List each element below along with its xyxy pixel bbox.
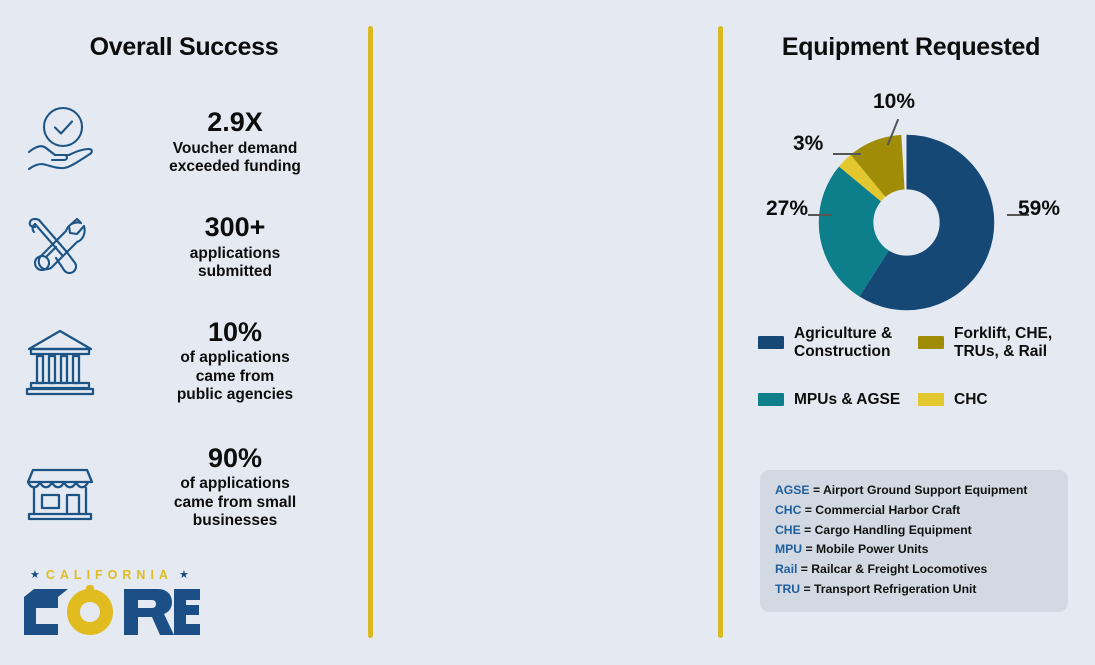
acronym-row: CHE = Cargo Handling Equipment bbox=[775, 521, 1055, 541]
legend-item-mpus-agse: MPUs & AGSE bbox=[758, 391, 918, 409]
stat-value: 90% bbox=[207, 442, 263, 473]
stat-description: of applications came from public agencies bbox=[176, 349, 294, 403]
donut-label-10: 10% bbox=[873, 90, 916, 113]
leader-line-27 bbox=[808, 214, 832, 216]
donut-legend-row: Agriculture & Construction Forklift, CHE,… bbox=[758, 325, 1078, 361]
acronym-row: TRU = Transport Refrigeration Unit bbox=[775, 580, 1055, 600]
acronym-abbr: TRU bbox=[775, 581, 801, 596]
acronym-def: = Railcar & Freight Locomotives bbox=[800, 562, 988, 577]
overall-success-column: Overall Success 2.9X Voucher demand excee… bbox=[0, 0, 368, 665]
acronym-abbr: CHE bbox=[775, 522, 801, 537]
legend-item-forklift-che-tru-rail: Forklift, CHE, TRUs, & Rail bbox=[918, 325, 1078, 361]
page-title-overall-success: Overall Success bbox=[89, 33, 279, 61]
leader-line-3 bbox=[833, 153, 861, 155]
acronym-def: = Transport Refrigeration Unit bbox=[803, 581, 977, 596]
stat-value: 300+ bbox=[204, 211, 266, 242]
acronym-abbr: Rail bbox=[775, 562, 798, 577]
government-building-icon bbox=[0, 325, 120, 397]
legend-label: CHC bbox=[954, 390, 988, 408]
donut-slice-agriculture-construction bbox=[818, 134, 995, 311]
chart-title-equipment-requested: Equipment Requested bbox=[781, 33, 1041, 61]
acronym-row: CHC = Commercial Harbor Craft bbox=[775, 501, 1055, 521]
stat-value: 2.9X bbox=[207, 106, 263, 137]
acronym-key-box: AGSE = Airport Ground Support Equipment … bbox=[760, 470, 1068, 612]
donut-label-3: 3% bbox=[793, 132, 824, 155]
stat-item: 2.9X Voucher demand exceeded funding bbox=[0, 104, 368, 180]
star-icon: ★ bbox=[178, 568, 189, 581]
acronym-def: = Airport Ground Support Equipment bbox=[812, 483, 1028, 497]
acronym-abbr: MPU bbox=[775, 542, 803, 557]
acronym-abbr: AGSE bbox=[775, 483, 810, 497]
acronym-def: = Cargo Handling Equipment bbox=[804, 522, 972, 537]
stat-description: applications submitted bbox=[189, 244, 281, 280]
legend-swatch bbox=[918, 393, 944, 407]
donut-legend-row: MPUs & AGSE CHC bbox=[758, 391, 1078, 409]
equipment-requested-column: Equipment Requested 59% 27% 3% 10% Agric… bbox=[368, 0, 1068, 665]
requested-funding-column: Requested Fundingby Category Dollar Amou… bbox=[718, 0, 1095, 665]
legend-swatch bbox=[918, 336, 944, 350]
legend-item-chc: CHC bbox=[918, 391, 1078, 409]
legend-label: Forklift, CHE, TRUs, & Rail bbox=[954, 325, 1053, 360]
leader-line-59 bbox=[1007, 214, 1029, 216]
acronym-row: AGSE = Airport Ground Support Equipment bbox=[775, 481, 1055, 501]
acronym-def: = Mobile Power Units bbox=[805, 542, 929, 557]
stat-text: 90% of applications came from small busine… bbox=[120, 442, 368, 531]
logo-top-row: ★ CALIFORNIA ★ bbox=[22, 566, 222, 584]
acronym-row: MPU = Mobile Power Units bbox=[775, 540, 1055, 560]
stat-item: 10% of applications came from public agenc… bbox=[0, 316, 368, 405]
tools-icon bbox=[0, 210, 120, 284]
star-icon: ★ bbox=[30, 568, 40, 581]
acronym-abbr: CHC bbox=[775, 502, 802, 517]
stat-text: 300+ applications submitted bbox=[120, 211, 368, 281]
stat-description: of applications came from small businesses bbox=[173, 475, 297, 529]
stat-text: 2.9X Voucher demand exceeded funding bbox=[120, 106, 368, 176]
donut-chart bbox=[818, 134, 995, 311]
legend-label: MPUs & AGSE bbox=[794, 390, 901, 408]
stat-description: Voucher demand exceeded funding bbox=[169, 139, 301, 175]
donut-label-27: 27% bbox=[766, 197, 809, 220]
stat-item: 300+ applications submitted bbox=[0, 209, 368, 285]
acronym-row: Rail = Railcar & Freight Locomotives bbox=[775, 560, 1055, 580]
stat-item: 90% of applications came from small busine… bbox=[0, 442, 368, 531]
hand-check-icon bbox=[0, 105, 120, 179]
legend-swatch bbox=[758, 393, 784, 407]
donut-slice-mpus-agse bbox=[818, 134, 995, 311]
donut-label-59: 59% bbox=[1018, 197, 1061, 220]
legend-swatch bbox=[758, 336, 784, 350]
california-core-logo: ★ CALIFORNIA ★ bbox=[22, 566, 222, 636]
legend-label: Agriculture & Construction bbox=[794, 325, 893, 360]
storefront-icon bbox=[0, 450, 120, 524]
stat-value: 10% bbox=[207, 316, 263, 347]
legend-item-agriculture-construction: Agriculture & Construction bbox=[758, 325, 918, 361]
acronym-def: = Commercial Harbor Craft bbox=[804, 502, 961, 517]
column-divider-right bbox=[718, 26, 723, 638]
column-divider-left bbox=[368, 26, 373, 638]
logo-core-wordmark bbox=[22, 585, 222, 635]
stat-text: 10% of applications came from public agenc… bbox=[120, 316, 368, 405]
logo-california-text: CALIFORNIA bbox=[45, 568, 173, 582]
donut-legend: Agriculture & Construction Forklift, CHE,… bbox=[758, 325, 1078, 423]
